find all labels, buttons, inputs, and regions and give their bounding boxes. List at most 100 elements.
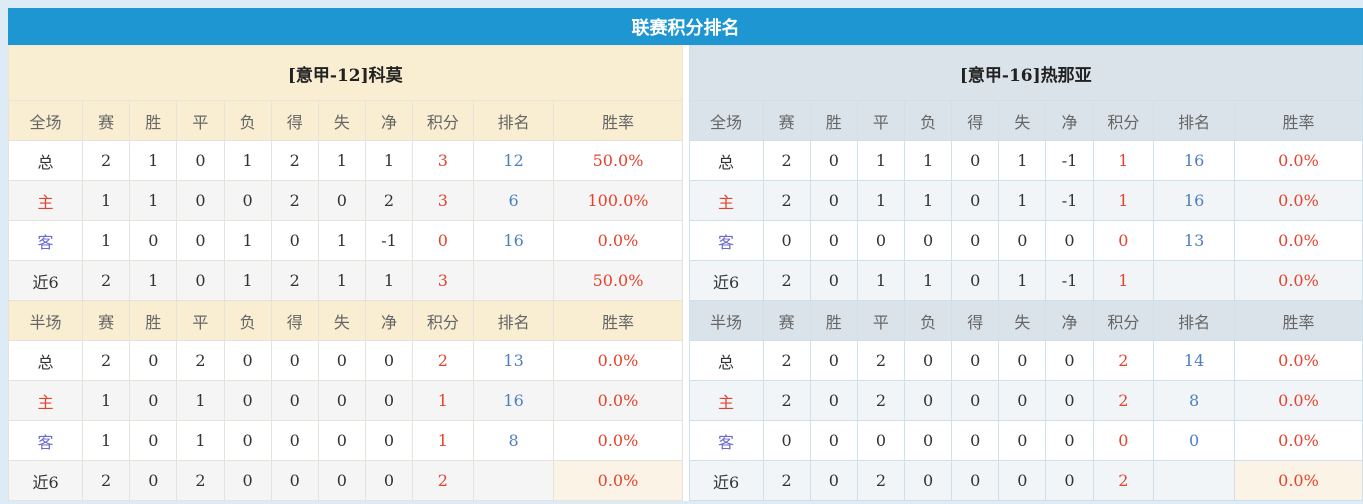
stat-cell: 0 bbox=[951, 380, 1000, 421]
stat-cell: 0 bbox=[809, 260, 858, 301]
stat-cell: 0 bbox=[903, 420, 953, 461]
stat-cell: 0 bbox=[223, 180, 272, 221]
row-label: 近6 bbox=[688, 460, 764, 501]
column-header: 积分 bbox=[412, 100, 474, 141]
column-header: 得 bbox=[270, 300, 319, 341]
points-cell: 1 bbox=[1092, 140, 1155, 181]
rank-cell: 12 bbox=[472, 140, 555, 181]
stat-cell: 0 bbox=[809, 420, 858, 461]
stat-cell: 1 bbox=[129, 180, 178, 221]
stat-cell: 0 bbox=[809, 380, 858, 421]
stat-cell: 1 bbox=[82, 220, 131, 261]
half-section-header-row: 半场赛胜平负得失净积分 排名 胜率 bbox=[688, 300, 1363, 341]
stat-cell: 2 bbox=[82, 340, 131, 381]
row-label: 总 bbox=[688, 140, 764, 181]
column-header: 赛 bbox=[82, 300, 131, 341]
stat-cell: 1 bbox=[998, 140, 1047, 181]
half-table-row: 客 0 0 0 0 0 0 0 0 0 0.0% bbox=[688, 420, 1363, 461]
rank-cell: 8 bbox=[472, 420, 555, 461]
half-table-row: 主 2 0 2 0 0 0 0 2 8 0.0% bbox=[688, 380, 1363, 421]
stat-cell: 0 bbox=[856, 220, 906, 261]
stat-cell: 0 bbox=[223, 460, 272, 501]
rank-cell: 16 bbox=[472, 380, 555, 421]
points-cell: 2 bbox=[1092, 460, 1155, 501]
full-table-row: 主 2 0 1 1 0 1 -1 1 16 0.0% bbox=[688, 180, 1363, 221]
stat-cell: 0 bbox=[951, 180, 1000, 221]
stat-cell: 1 bbox=[903, 180, 953, 221]
stat-cell: 0 bbox=[998, 460, 1047, 501]
column-header: 净 bbox=[1045, 100, 1094, 141]
stat-cell: 0 bbox=[317, 420, 366, 461]
stat-cell: 0 bbox=[129, 220, 178, 261]
rank-cell bbox=[1153, 260, 1235, 301]
stat-cell: 0 bbox=[809, 340, 858, 381]
stat-cell: 0 bbox=[317, 340, 366, 381]
points-cell: 2 bbox=[1092, 380, 1155, 421]
away-team-table-body: 全场赛胜平负得失净积分 排名 胜率总 2 0 1 1 0 1 -1 1 16 0.0% 主 2 0 1 1 0 1 -1… bbox=[688, 100, 1363, 501]
stat-cell: 0 bbox=[1045, 420, 1094, 461]
column-header: 胜 bbox=[809, 300, 858, 341]
stat-cell: 0 bbox=[270, 340, 319, 381]
column-header: 平 bbox=[176, 300, 225, 341]
stat-cell: 0 bbox=[317, 460, 366, 501]
row-label: 主 bbox=[7, 380, 84, 421]
stat-cell: 0 bbox=[903, 340, 953, 381]
stat-cell: 0 bbox=[809, 220, 858, 261]
column-header: 胜 bbox=[809, 100, 858, 141]
winrate-cell: 0.0% bbox=[553, 340, 683, 381]
row-label: 近6 bbox=[7, 260, 84, 301]
stat-cell: 0 bbox=[364, 380, 414, 421]
row-label: 客 bbox=[7, 220, 84, 261]
stat-cell: 2 bbox=[856, 460, 906, 501]
winrate-cell: 0.0% bbox=[553, 420, 683, 461]
winrate-cell: 0.0% bbox=[1233, 420, 1363, 461]
column-header: 失 bbox=[998, 300, 1047, 341]
full-table-row: 近6 2 0 1 1 0 1 -1 1 0.0% bbox=[688, 260, 1363, 301]
stat-cell: 0 bbox=[998, 340, 1047, 381]
stat-cell: 0 bbox=[998, 420, 1047, 461]
column-header: 平 bbox=[856, 100, 906, 141]
column-header: 胜率 bbox=[553, 300, 683, 341]
column-header: 净 bbox=[364, 300, 414, 341]
column-header: 排名 bbox=[1153, 100, 1235, 141]
stat-cell: 0 bbox=[762, 420, 811, 461]
column-header: 半场 bbox=[688, 300, 764, 341]
stat-cell: 0 bbox=[223, 380, 272, 421]
column-header: 积分 bbox=[1092, 100, 1155, 141]
row-label: 客 bbox=[7, 420, 84, 461]
column-header: 胜率 bbox=[1233, 100, 1363, 141]
points-cell: 3 bbox=[412, 140, 474, 181]
stat-cell: 0 bbox=[129, 340, 178, 381]
stat-cell: 1 bbox=[317, 140, 366, 181]
column-header: 胜 bbox=[129, 100, 178, 141]
home-team-table-body: 全场赛胜平负得失净积分 排名 胜率总 2 1 0 1 2 1 1 3 12 50.0% 主 1 1 0 0 2 0 2 3… bbox=[7, 100, 683, 501]
rank-cell: 13 bbox=[1153, 220, 1235, 261]
stat-cell: 0 bbox=[364, 340, 414, 381]
rank-cell: 13 bbox=[472, 340, 555, 381]
column-header: 平 bbox=[176, 100, 225, 141]
page-title-text: 联赛积分排名 bbox=[631, 17, 740, 39]
half-table-row: 近6 2 0 2 0 0 0 0 2 0.0% bbox=[7, 460, 683, 501]
stat-cell: 2 bbox=[176, 340, 225, 381]
stat-cell: 0 bbox=[176, 180, 225, 221]
half-table-row: 总 2 0 2 0 0 0 0 2 14 0.0% bbox=[688, 340, 1363, 381]
stat-cell: 1 bbox=[856, 260, 906, 301]
column-header: 得 bbox=[270, 100, 319, 141]
stat-cell: 2 bbox=[762, 180, 811, 221]
stat-cell: 2 bbox=[270, 180, 319, 221]
stat-cell: 0 bbox=[223, 340, 272, 381]
winrate-cell: 0.0% bbox=[553, 220, 683, 261]
column-header: 平 bbox=[856, 300, 906, 341]
stat-cell: 0 bbox=[903, 460, 953, 501]
stat-cell: 0 bbox=[270, 380, 319, 421]
column-header: 失 bbox=[317, 300, 366, 341]
winrate-cell: 0.0% bbox=[1233, 340, 1363, 381]
stat-cell: 0 bbox=[951, 140, 1000, 181]
stat-cell: 0 bbox=[364, 460, 414, 501]
half-table-row: 主 1 0 1 0 0 0 0 1 16 0.0% bbox=[7, 380, 683, 421]
stat-cell: 1 bbox=[176, 380, 225, 421]
column-header: 得 bbox=[951, 100, 1000, 141]
stat-cell: 1 bbox=[82, 180, 131, 221]
stat-cell: 2 bbox=[762, 140, 811, 181]
stat-cell: 2 bbox=[762, 340, 811, 381]
